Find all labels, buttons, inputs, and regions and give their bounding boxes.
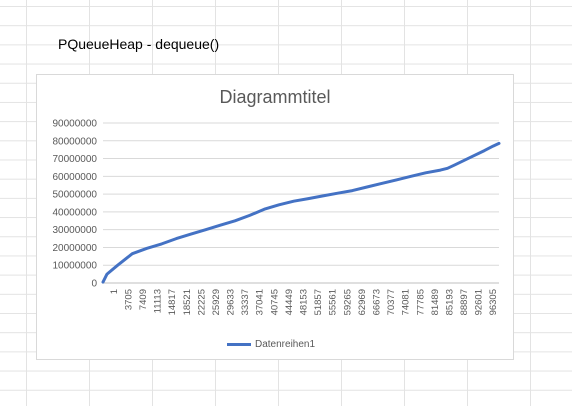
x-tick-label: 14817: [167, 289, 178, 315]
x-tick-label: 62969: [357, 289, 368, 315]
x-tick-label: 88897: [459, 289, 470, 315]
y-tick-label: 70000000: [53, 154, 98, 165]
x-tick-label: 70377: [386, 289, 397, 315]
x-tick-label: 37041: [255, 289, 266, 315]
x-tick-label: 48153: [299, 289, 310, 315]
x-tick-label: 7409: [138, 289, 149, 310]
y-tick-label: 30000000: [53, 225, 98, 236]
y-tick-label: 60000000: [53, 172, 98, 183]
y-tick-label: 90000000: [53, 119, 98, 130]
x-tick-label: 66673: [371, 289, 382, 315]
x-tick-label: 96305: [488, 289, 499, 315]
x-tick-label: 18521: [182, 289, 193, 315]
y-tick-label: 40000000: [53, 207, 98, 218]
x-tick-label: 3705: [123, 289, 134, 310]
x-tick-label: 59265: [342, 289, 353, 315]
x-tick-label: 92601: [474, 289, 485, 315]
legend-swatch: [227, 342, 251, 346]
y-tick-label: 80000000: [53, 136, 98, 147]
y-tick-label: 10000000: [53, 261, 98, 272]
x-tick-label: 55561: [328, 289, 339, 315]
x-tick-label: 40745: [269, 289, 280, 315]
x-tick-label: 51857: [313, 289, 324, 315]
x-tick-label: 44449: [284, 289, 295, 315]
x-tick-label: 22225: [196, 289, 207, 315]
chart-title: Diagrammtitel: [219, 87, 331, 107]
y-tick-label: 20000000: [53, 243, 98, 254]
chart[interactable]: Diagrammtitel 0 10000000 20000000 30000000 4…: [36, 74, 514, 360]
x-tick-label: 33337: [240, 289, 251, 315]
series-line: [101, 141, 501, 284]
y-tick-label: 50000000: [53, 190, 98, 201]
x-tick-label: 74081: [401, 289, 412, 315]
x-tick-label: 29633: [226, 289, 237, 315]
legend-label: Datenreihen1: [255, 338, 316, 350]
sheet-title: PQueueHeap - dequeue(): [58, 36, 220, 52]
x-tick-label: 25929: [211, 289, 222, 315]
x-tick-label: 77785: [415, 289, 426, 315]
plot-area: 0 10000000 20000000 30000000 40000000 5000000…: [53, 119, 501, 315]
x-tick-label: 1: [109, 289, 120, 294]
y-tick-label: 0: [91, 279, 97, 290]
x-tick-label: 11113: [153, 289, 164, 313]
x-tick-label: 85193: [444, 289, 455, 315]
x-tick-label: 81489: [430, 289, 441, 315]
legend: Datenreihen1: [227, 337, 315, 351]
